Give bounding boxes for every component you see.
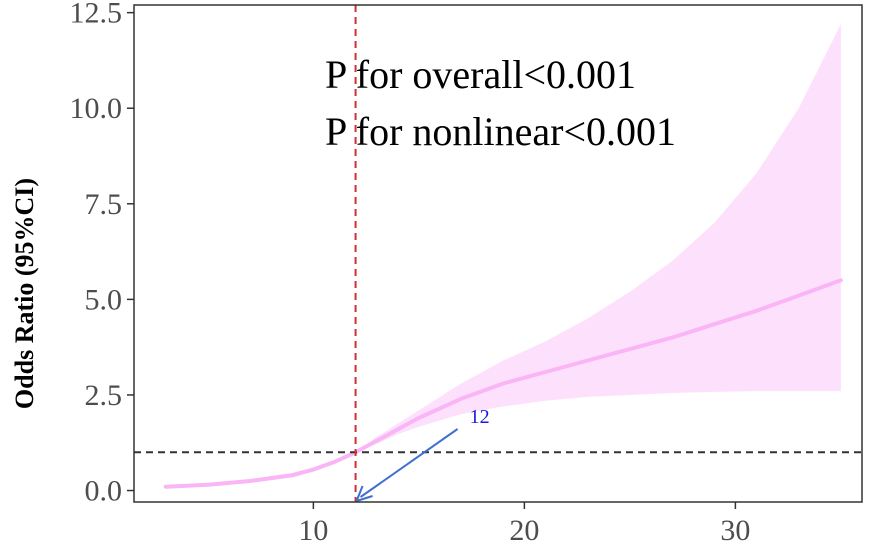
or-line-0 (163, 278, 843, 489)
point-label-text: 12 (470, 406, 490, 428)
x-tick-label: 30 (720, 514, 750, 547)
y-tick-label: 12.5 (70, 0, 123, 30)
y-tick-label: 7.5 (85, 188, 123, 221)
x-tick-label: 20 (509, 514, 539, 547)
y-axis: 0.0 2.5 5.0 7.5 10.0 12.5 (70, 0, 134, 508)
x-axis: 10 20 30 (298, 502, 750, 547)
point-arrow-head (355, 485, 373, 502)
reference-lines (134, 5, 862, 502)
x-tick-label: 10 (298, 514, 328, 547)
y-tick-label: 5.0 (85, 283, 123, 316)
y-tick-label: 2.5 (85, 379, 123, 412)
confidence-bands (165, 24, 841, 488)
y-tick-label: 10.0 (70, 92, 123, 125)
point-arrow (359, 428, 459, 498)
y-axis-title: Odds Ratio (95%CI) (10, 178, 39, 409)
series-lines (163, 278, 843, 489)
plot-frame (133, 4, 863, 503)
annotation-overall: P for overall<0.001 (325, 52, 636, 97)
y-tick-label: 0.0 (85, 475, 123, 508)
annotation-nonlinear: P for nonlinear<0.001 (325, 109, 676, 154)
point-label-group: 12 (355, 406, 490, 502)
ci-band-0 (165, 24, 841, 488)
annotations: P for overall<0.001 P for nonlinear<0.00… (325, 52, 676, 154)
